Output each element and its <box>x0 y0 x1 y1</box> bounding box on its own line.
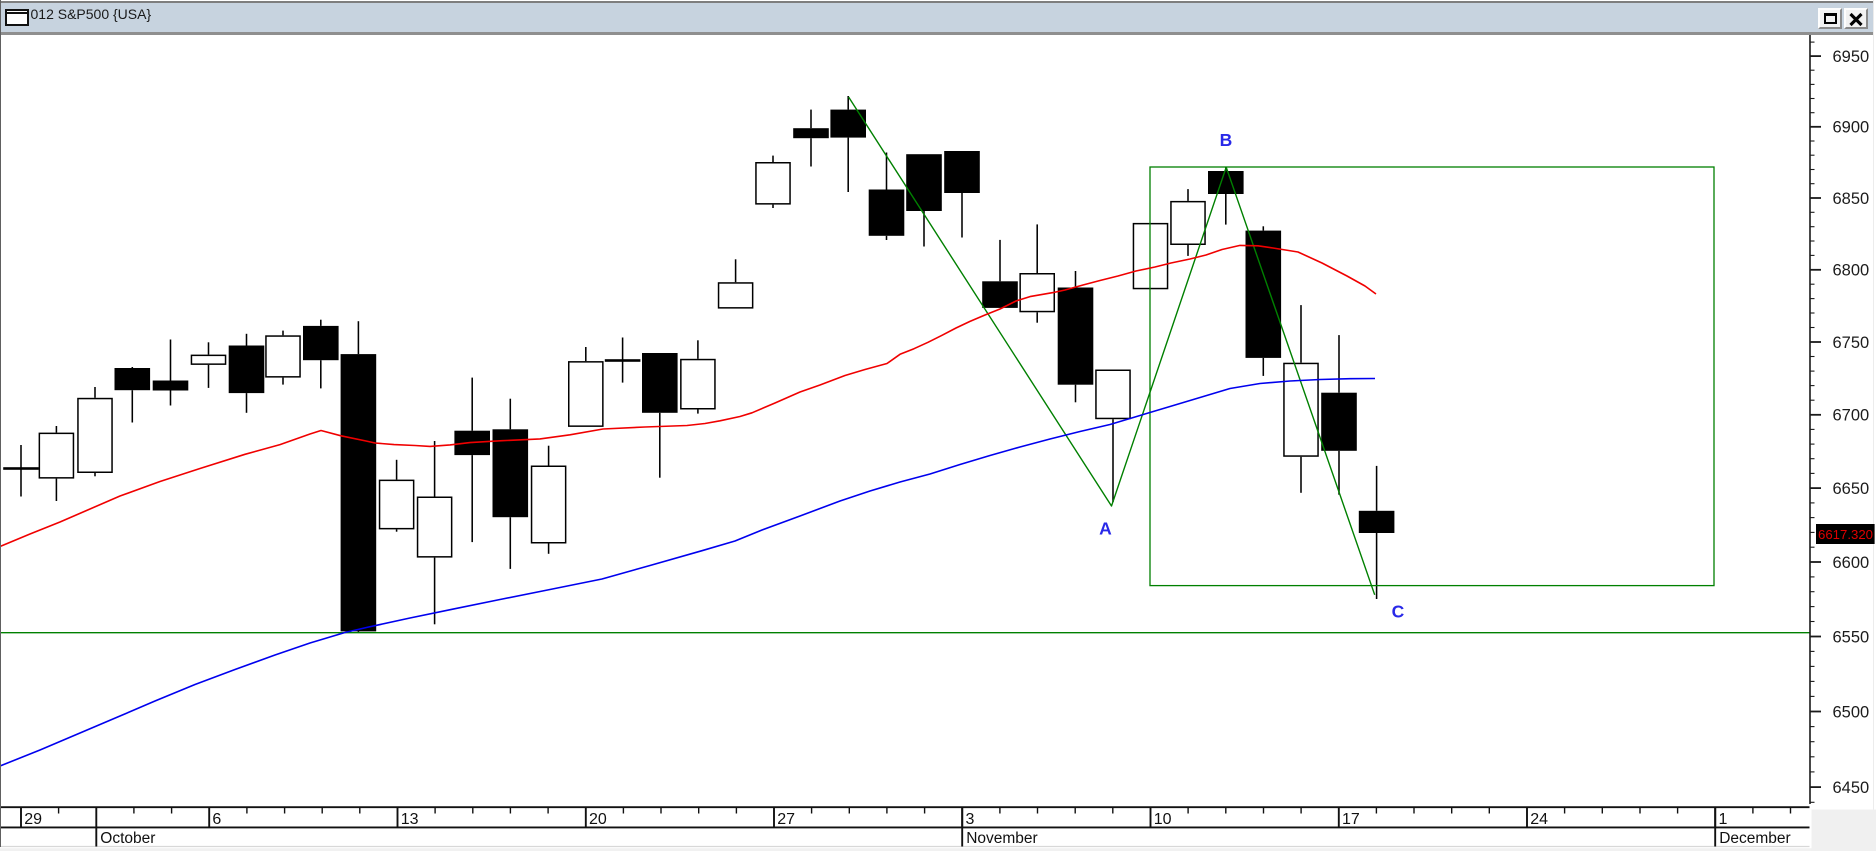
svg-text:6650: 6650 <box>1833 480 1870 498</box>
svg-text:November: November <box>966 830 1037 847</box>
svg-text:6950: 6950 <box>1833 48 1870 66</box>
svg-text:29: 29 <box>24 811 42 828</box>
svg-text:6900: 6900 <box>1833 119 1870 137</box>
svg-text:6800: 6800 <box>1833 262 1870 280</box>
svg-text:20: 20 <box>589 811 607 828</box>
svg-text:A: A <box>1099 519 1112 539</box>
svg-text:6617.320: 6617.320 <box>1818 527 1873 542</box>
svg-text:October: October <box>100 830 155 847</box>
svg-text:6750: 6750 <box>1833 334 1870 352</box>
svg-text:17: 17 <box>1342 811 1360 828</box>
svg-text:1: 1 <box>1719 811 1728 828</box>
svg-text:6850: 6850 <box>1833 190 1870 208</box>
svg-text:C: C <box>1392 602 1405 622</box>
svg-text:6: 6 <box>212 811 221 828</box>
svg-text:27: 27 <box>777 811 795 828</box>
svg-text:6450: 6450 <box>1833 779 1870 797</box>
svg-text:December: December <box>1719 830 1791 847</box>
svg-text:6550: 6550 <box>1833 628 1870 646</box>
svg-text:6700: 6700 <box>1833 407 1870 425</box>
svg-text:13: 13 <box>401 811 419 828</box>
svg-text:B: B <box>1220 130 1233 150</box>
svg-text:3: 3 <box>966 811 975 828</box>
svg-text:24: 24 <box>1530 811 1548 828</box>
svg-text:10: 10 <box>1154 811 1172 828</box>
svg-text:6600: 6600 <box>1833 554 1870 572</box>
svg-text:6500: 6500 <box>1833 703 1870 721</box>
